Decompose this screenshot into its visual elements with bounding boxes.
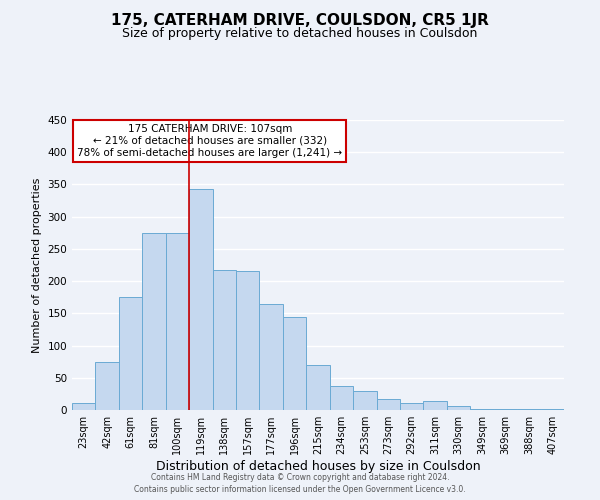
Bar <box>189 189 212 410</box>
Bar <box>330 386 353 410</box>
Bar <box>377 399 400 410</box>
X-axis label: Distribution of detached houses by size in Coulsdon: Distribution of detached houses by size … <box>155 460 481 473</box>
Bar <box>353 392 377 410</box>
Bar <box>306 365 330 410</box>
Text: 175 CATERHAM DRIVE: 107sqm
← 21% of detached houses are smaller (332)
78% of sem: 175 CATERHAM DRIVE: 107sqm ← 21% of deta… <box>77 124 343 158</box>
Bar <box>142 233 166 410</box>
Bar <box>283 316 306 410</box>
Bar <box>119 297 142 410</box>
Bar <box>72 403 95 410</box>
Bar <box>95 362 119 410</box>
Text: Contains HM Land Registry data © Crown copyright and database right 2024.: Contains HM Land Registry data © Crown c… <box>151 473 449 482</box>
Bar <box>166 233 189 410</box>
Text: Contains public sector information licensed under the Open Government Licence v3: Contains public sector information licen… <box>134 484 466 494</box>
Bar <box>424 401 447 410</box>
Bar <box>212 270 236 410</box>
Text: 175, CATERHAM DRIVE, COULSDON, CR5 1JR: 175, CATERHAM DRIVE, COULSDON, CR5 1JR <box>111 12 489 28</box>
Bar <box>259 304 283 410</box>
Y-axis label: Number of detached properties: Number of detached properties <box>32 178 42 352</box>
Bar <box>236 272 259 410</box>
Bar <box>400 403 424 410</box>
Text: Size of property relative to detached houses in Coulsdon: Size of property relative to detached ho… <box>122 28 478 40</box>
Bar <box>447 406 470 410</box>
